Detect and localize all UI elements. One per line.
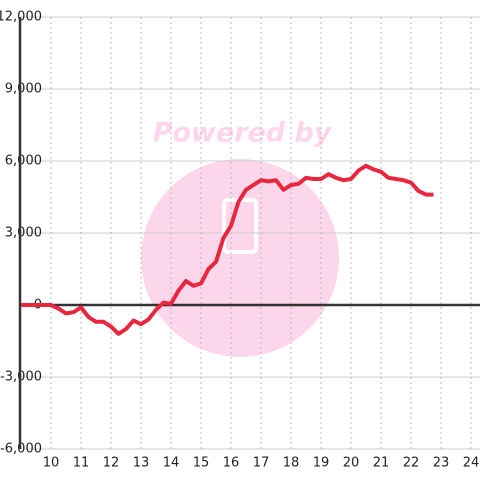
y-tick-label: 3,000 <box>5 226 42 241</box>
x-tick-label: 22 <box>403 456 420 471</box>
x-tick-label: 23 <box>433 456 450 471</box>
y-tick-label: 9,000 <box>5 82 42 97</box>
x-tick-label: 24 <box>463 456 480 471</box>
x-tick-label: 10 <box>43 456 60 471</box>
y-tick-label: 6,000 <box>5 154 42 169</box>
x-tick-label: 12 <box>103 456 120 471</box>
x-tick-label: 15 <box>193 456 210 471</box>
x-tick-label: 13 <box>133 456 150 471</box>
x-tick-label: 16 <box>223 456 240 471</box>
x-tick-label: 20 <box>343 456 360 471</box>
x-tick-label: 18 <box>283 456 300 471</box>
x-tick-label: 17 <box>253 456 270 471</box>
watermark-circle <box>141 159 339 357</box>
x-tick-label: 14 <box>163 456 180 471</box>
x-tick-label: 21 <box>373 456 390 471</box>
watermark-text: Powered by <box>153 118 333 149</box>
x-tick-label: 11 <box>73 456 90 471</box>
x-tick-label: 19 <box>313 456 330 471</box>
data-line <box>21 163 434 336</box>
